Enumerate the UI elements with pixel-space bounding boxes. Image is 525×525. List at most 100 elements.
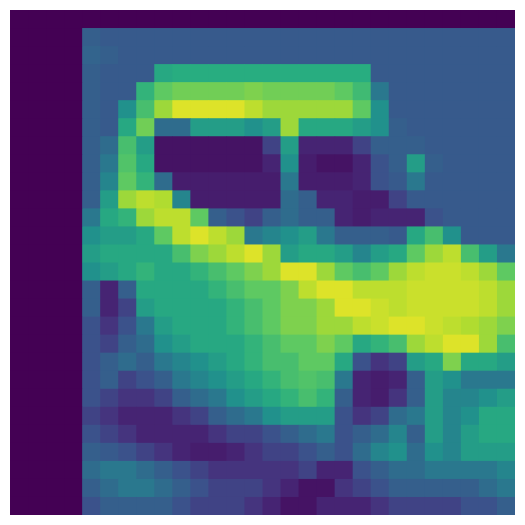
- heatmap-cell: [442, 82, 462, 101]
- heatmap-cell: [82, 298, 101, 318]
- heatmap-cell: [154, 388, 173, 408]
- heatmap-cell: [280, 388, 300, 408]
- heatmap-cell: [316, 478, 336, 498]
- heatmap-cell: [496, 64, 515, 83]
- heatmap-cell: [424, 370, 444, 390]
- heatmap-cell: [10, 100, 29, 119]
- heatmap-cell: [496, 478, 515, 498]
- heatmap-cell: [316, 226, 336, 246]
- heatmap-cell: [118, 334, 137, 354]
- heatmap-cell: [28, 190, 47, 209]
- heatmap-cell: [46, 370, 65, 390]
- heatmap-cell: [28, 136, 47, 155]
- heatmap-cell: [406, 280, 426, 300]
- heatmap-cell: [478, 190, 498, 209]
- heatmap-cell: [208, 136, 228, 155]
- heatmap-cell: [388, 154, 408, 173]
- heatmap-cell: [28, 244, 47, 264]
- heatmap-cell: [208, 118, 228, 137]
- heatmap-cell: [424, 28, 444, 47]
- heatmap-cell: [226, 172, 246, 191]
- heatmap-cell: [280, 496, 300, 515]
- heatmap-cell: [226, 298, 246, 318]
- heatmap-cell: [424, 226, 444, 246]
- heatmap-cell: [424, 406, 444, 426]
- heatmap-cell: [406, 190, 426, 209]
- heatmap-cell: [64, 46, 83, 65]
- heatmap-cell: [496, 442, 515, 462]
- heatmap-cell: [226, 190, 246, 209]
- heatmap-cell: [478, 334, 498, 354]
- heatmap-cell: [46, 460, 65, 480]
- heatmap-cell: [478, 496, 498, 515]
- heatmap-cell: [100, 352, 119, 372]
- heatmap-cell: [334, 298, 354, 318]
- heatmap-cell: [370, 154, 390, 173]
- heatmap-cell: [388, 370, 408, 390]
- heatmap-cell: [244, 280, 264, 300]
- heatmap-cell: [190, 442, 209, 462]
- heatmap-cell: [424, 244, 444, 264]
- heatmap-cell: [352, 118, 372, 137]
- heatmap-cell: [370, 316, 390, 336]
- heatmap-cell: [352, 460, 372, 480]
- heatmap-cell: [64, 226, 83, 246]
- heatmap-cell: [82, 244, 101, 264]
- heatmap-cell: [334, 478, 354, 498]
- heatmap-cell: [334, 334, 354, 354]
- heatmap-cell: [172, 388, 191, 408]
- heatmap-cell: [208, 172, 228, 191]
- heatmap-cell: [388, 442, 408, 462]
- heatmap-cell: [298, 82, 318, 101]
- heatmap-cell: [316, 496, 336, 515]
- heatmap-cell: [370, 280, 390, 300]
- heatmap-cell: [28, 460, 47, 480]
- heatmap-cell: [118, 406, 137, 426]
- heatmap-cell: [10, 424, 29, 444]
- heatmap-cell: [370, 46, 390, 65]
- heatmap-cell: [460, 406, 480, 426]
- heatmap-cell: [190, 460, 209, 480]
- heatmap-cell: [46, 406, 65, 426]
- heatmap-cell: [406, 406, 426, 426]
- heatmap-cell: [136, 442, 155, 462]
- heatmap-cell: [226, 442, 246, 462]
- heatmap-cell: [64, 244, 83, 264]
- heatmap-cell: [154, 334, 173, 354]
- heatmap-cell: [478, 244, 498, 264]
- heatmap-cell: [370, 262, 390, 282]
- heatmap-cell: [226, 496, 246, 515]
- heatmap-cell: [460, 46, 480, 65]
- heatmap-cell: [244, 226, 264, 246]
- heatmap-cell: [388, 82, 408, 101]
- heatmap-cell: [478, 262, 498, 282]
- heatmap-cell: [118, 10, 137, 29]
- heatmap-cell: [28, 262, 47, 282]
- heatmap-cell: [190, 280, 209, 300]
- heatmap-cell: [370, 334, 390, 354]
- heatmap-cell: [190, 100, 209, 119]
- heatmap-cell: [136, 10, 155, 29]
- heatmap-cell: [118, 478, 137, 498]
- heatmap-cell: [154, 352, 173, 372]
- heatmap-cell: [64, 388, 83, 408]
- heatmap-cell: [388, 496, 408, 515]
- heatmap-cell: [442, 154, 462, 173]
- heatmap-cell: [28, 370, 47, 390]
- heatmap-cell: [190, 496, 209, 515]
- heatmap-cell: [208, 208, 228, 228]
- heatmap-cell: [298, 226, 318, 246]
- heatmap-cell: [28, 442, 47, 462]
- heatmap-cell: [190, 334, 209, 354]
- heatmap-cell: [298, 334, 318, 354]
- heatmap-cell: [10, 460, 29, 480]
- heatmap-cell: [226, 478, 246, 498]
- heatmap-cell: [388, 64, 408, 83]
- heatmap-cell: [496, 388, 515, 408]
- heatmap-cell: [406, 334, 426, 354]
- heatmap-cell: [118, 172, 137, 191]
- heatmap-cell: [316, 262, 336, 282]
- heatmap-cell: [280, 370, 300, 390]
- heatmap-cell: [226, 370, 246, 390]
- heatmap-cell: [154, 226, 173, 246]
